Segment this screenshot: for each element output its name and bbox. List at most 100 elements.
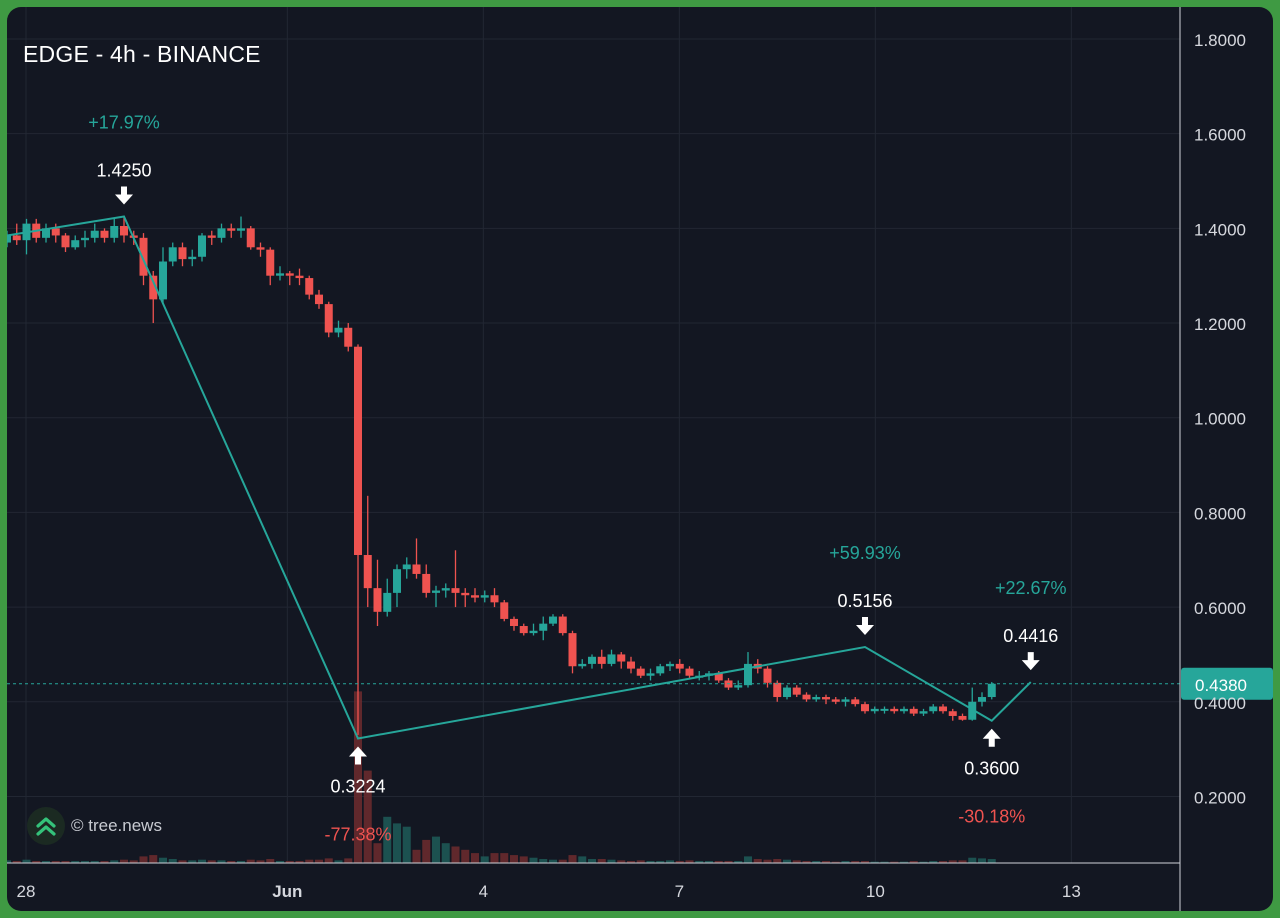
volume-bar (500, 853, 509, 863)
volume-bar (763, 859, 772, 863)
candle-body (812, 697, 821, 700)
y-tick-label: 1.6000 (1194, 126, 1246, 145)
candle-body (929, 706, 938, 712)
candle-body (120, 225, 128, 236)
y-tick-label: 0.8000 (1194, 504, 1246, 523)
volume-bar (666, 860, 674, 863)
candle-body (139, 237, 148, 276)
candle-body (617, 654, 626, 662)
arrow-up-icon (982, 728, 1001, 747)
volume-bar (919, 861, 928, 863)
volume-bar (285, 861, 294, 863)
volume-bar (939, 861, 947, 863)
x-tick-label: Jun (272, 882, 302, 901)
volume-bar (422, 839, 431, 863)
candle-body (987, 683, 996, 698)
volume-bar (81, 861, 89, 863)
volume-bar (549, 859, 557, 863)
candle-body (90, 230, 99, 238)
volume-bar (529, 857, 538, 863)
candle-body (42, 228, 50, 238)
arrow-down-icon (1021, 652, 1040, 671)
volume-bar (948, 860, 957, 863)
volume-bar (909, 861, 918, 863)
candle-body (773, 682, 782, 698)
watermark: © tree.news (27, 807, 162, 845)
candle-body (168, 247, 177, 262)
candle-body (909, 708, 918, 714)
candle-body (334, 327, 343, 333)
y-tick-label: 1.2000 (1194, 315, 1246, 334)
volume-bar (490, 853, 499, 863)
volume-bar (207, 860, 216, 863)
volume-bar (510, 855, 518, 863)
axes: 1.8000 1.6000 1.4000 1.2000 1.0000 0.8000 0.60… (7, 7, 1246, 911)
volume-bar (246, 859, 255, 863)
candle-body (256, 247, 265, 250)
candle-body (441, 588, 450, 591)
y-tick-label: 0.4000 (1194, 694, 1246, 713)
volume-bar (363, 770, 372, 863)
price-candles (7, 216, 996, 735)
volume-bar (344, 858, 353, 863)
candle-body (412, 564, 421, 574)
candle-body (432, 590, 440, 593)
candle-body (471, 595, 479, 598)
volume-bar (51, 861, 60, 863)
candle-body (880, 708, 889, 711)
pivot-percent-label: +17.97% (88, 113, 160, 133)
volume-bar (539, 859, 548, 863)
price-tag (1181, 667, 1273, 700)
volume-bar (822, 861, 830, 863)
volume-bar (744, 856, 752, 863)
x-tick-label: 4 (479, 882, 488, 901)
volume-bar (461, 849, 470, 863)
candle-body (597, 656, 606, 664)
candle-body (763, 668, 772, 683)
volume-bar (900, 861, 908, 863)
volume-bar (695, 861, 704, 863)
volume-bar (656, 861, 665, 863)
volume-bar (792, 860, 801, 863)
volume-bar (880, 861, 889, 863)
volume-bar (383, 816, 392, 863)
volume-bar (558, 859, 567, 863)
candle-body (627, 661, 635, 669)
candle-body (237, 228, 245, 231)
candle-body (451, 588, 460, 593)
arrow-down-icon (856, 617, 874, 636)
candle-body (646, 673, 655, 676)
volume-bar (393, 823, 401, 863)
pivot-percent-label: -30.18% (958, 807, 1025, 827)
candle-body (831, 699, 840, 702)
candle-body (461, 592, 470, 596)
x-tick-label: 13 (1062, 882, 1081, 901)
pivot-annotations: 1.4250 +17.97% 0.3224 -77.38% 0.5156 +59.93% 0… (88, 113, 1066, 845)
candle-body (324, 304, 333, 333)
candle-body (81, 237, 89, 241)
volume-bar (61, 861, 70, 863)
volume-bar (578, 856, 587, 863)
volume-bar (402, 826, 411, 863)
volume-bars (7, 691, 996, 863)
candle-body (948, 711, 957, 716)
candle-body (285, 273, 294, 276)
candle-body (666, 663, 674, 667)
candle-body (266, 249, 275, 276)
price-tag-label: 0.4380 (1195, 676, 1247, 695)
candle-body (714, 673, 723, 681)
volume-bar (978, 858, 986, 863)
candle-body (529, 630, 538, 634)
current-price-line: 0.4380 (7, 667, 1273, 700)
volume-bar (168, 859, 177, 863)
volume-bar (968, 857, 977, 863)
candlestick-chart[interactable]: 1.4250 +17.97% 0.3224 -77.38% 0.5156 +59.93% 0… (7, 7, 1273, 911)
candle-body (402, 564, 411, 570)
candle-body (100, 230, 109, 238)
candle-body (656, 666, 665, 674)
pivot-percent-label: +59.93% (829, 543, 901, 563)
volume-bar (12, 861, 21, 863)
volume-bar (276, 861, 284, 863)
pivot-price-label: 1.4250 (96, 161, 151, 181)
y-tick-label: 1.0000 (1194, 410, 1246, 429)
